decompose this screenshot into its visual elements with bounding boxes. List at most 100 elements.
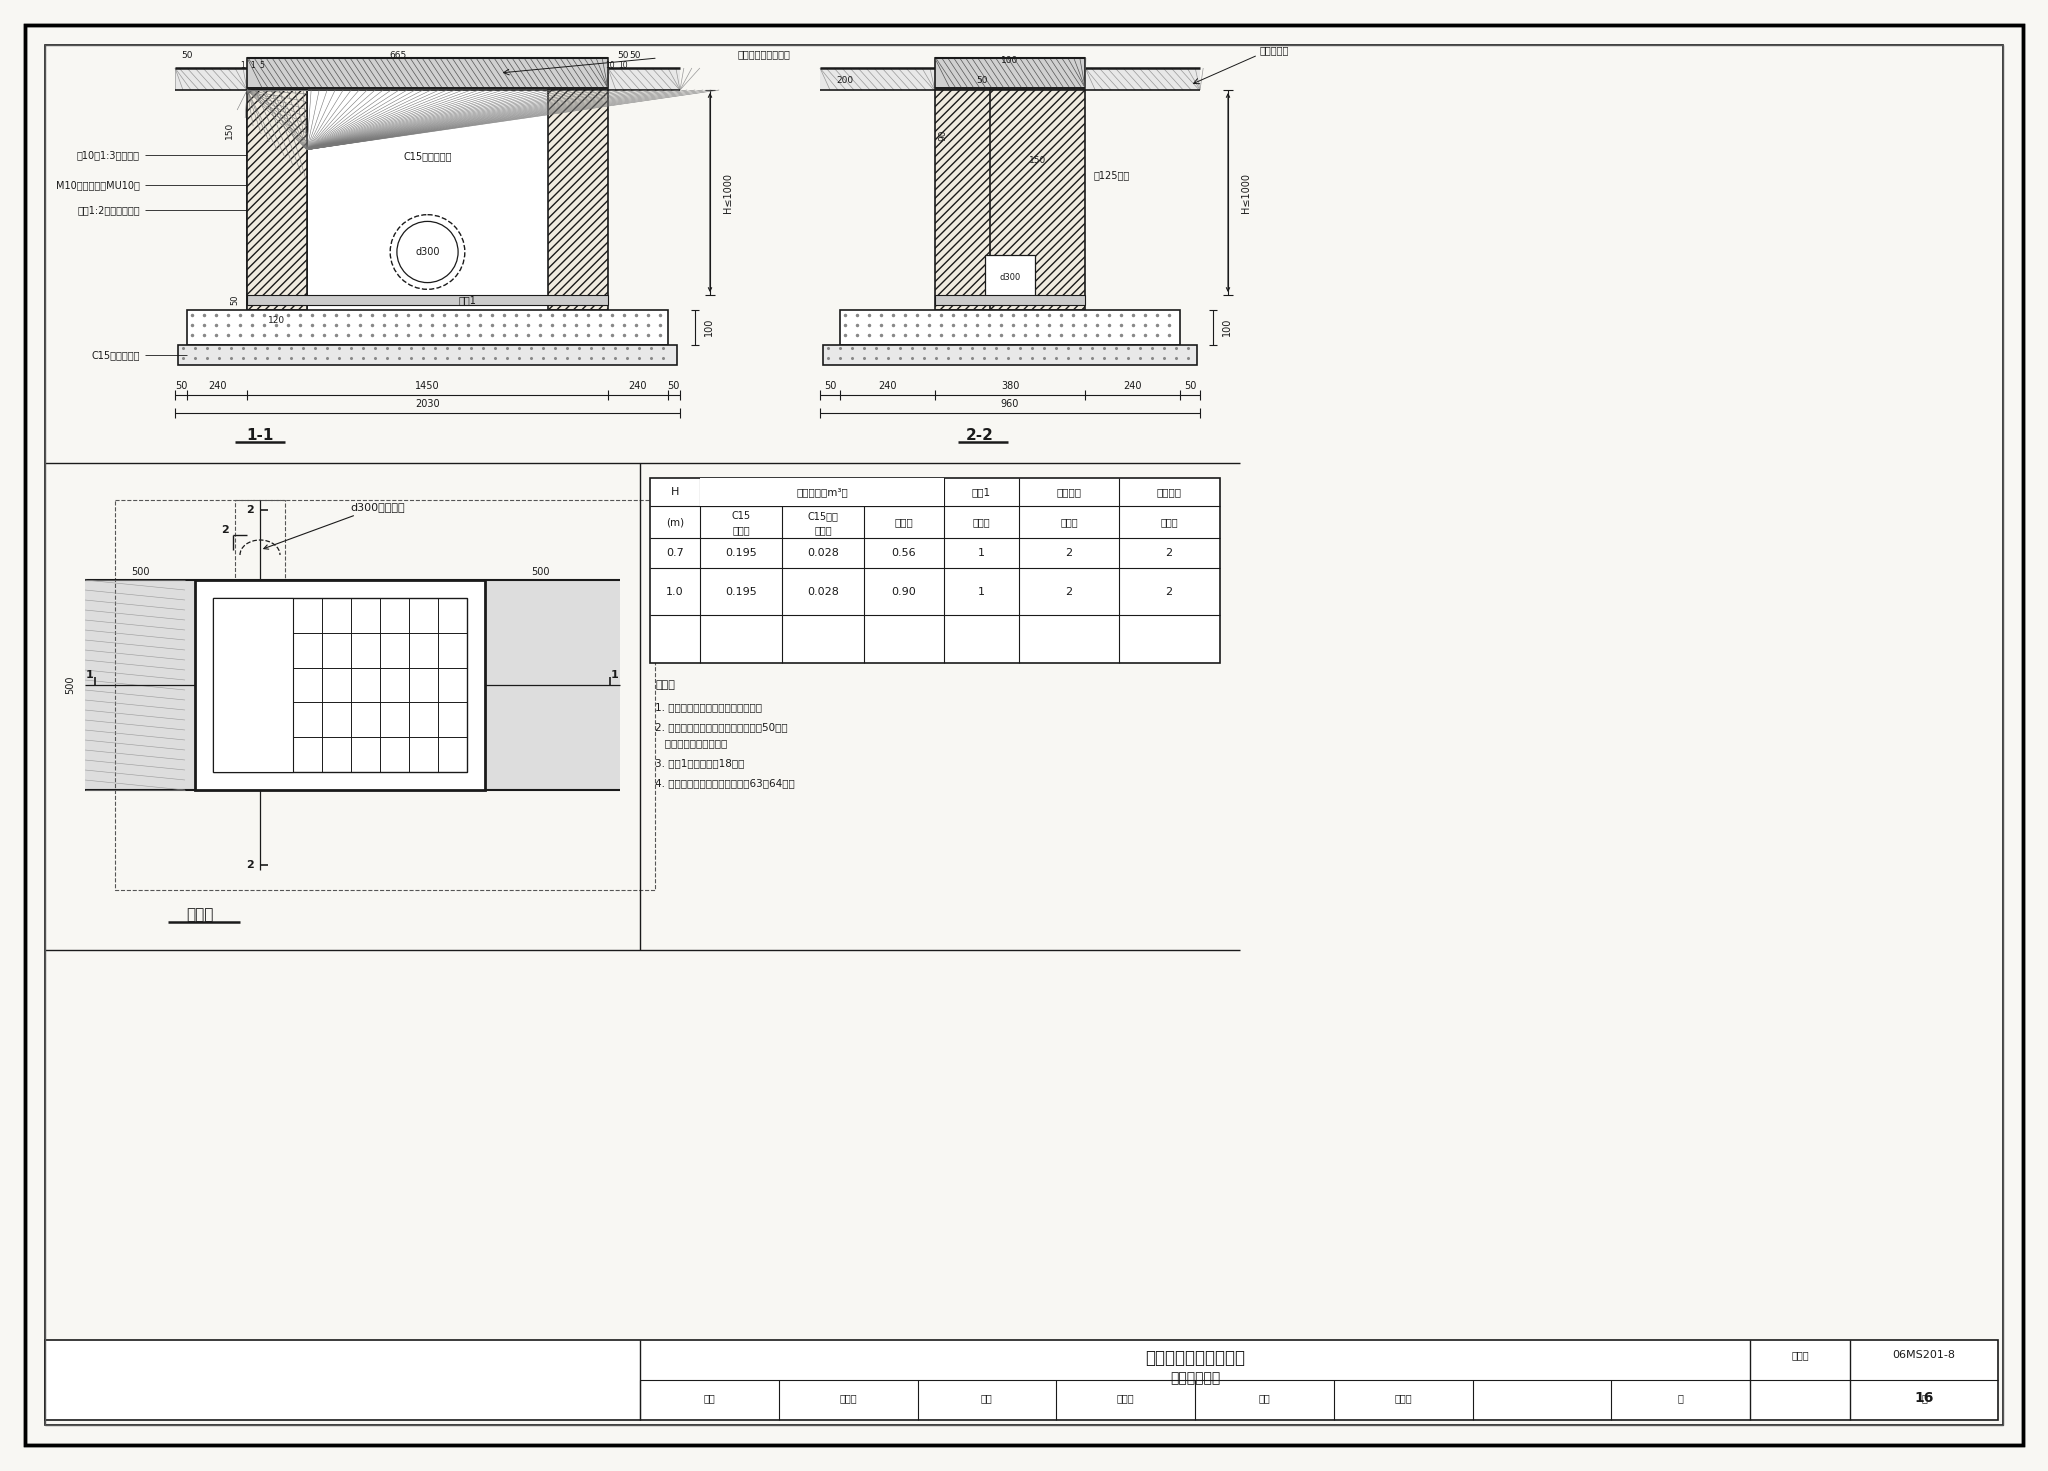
Text: (m): (m) <box>666 516 684 527</box>
Text: 2-2: 2-2 <box>967 428 993 443</box>
Text: 10: 10 <box>618 60 627 69</box>
Text: 1. 适用于有道牙、有人行道的路面。: 1. 适用于有道牙、有人行道的路面。 <box>655 702 762 712</box>
Text: 铸铁算子: 铸铁算子 <box>1057 487 1081 497</box>
Text: （个）: （个） <box>1159 516 1178 527</box>
Text: 说明：: 说明： <box>655 680 676 690</box>
Text: 50: 50 <box>174 381 188 391</box>
Text: 500: 500 <box>131 566 150 577</box>
Text: C15细石混凝土: C15细石混凝土 <box>403 152 453 160</box>
Bar <box>1085 68 1200 90</box>
Text: 1: 1 <box>250 60 254 69</box>
Text: 50: 50 <box>1184 381 1196 391</box>
Text: 50: 50 <box>231 294 240 306</box>
Bar <box>248 296 608 304</box>
Text: 2: 2 <box>1165 587 1174 597</box>
Text: 150: 150 <box>225 122 233 138</box>
Bar <box>608 68 680 90</box>
Text: 砖砌立算式双算雨水口: 砖砌立算式双算雨水口 <box>1145 1349 1245 1367</box>
Text: 500: 500 <box>66 675 76 694</box>
Bar <box>549 90 608 310</box>
Text: 人行道铺装: 人行道铺装 <box>1260 46 1290 54</box>
Bar <box>985 254 1034 300</box>
Text: d300: d300 <box>416 247 440 257</box>
Bar <box>823 346 1196 365</box>
Bar <box>86 580 195 790</box>
Text: 5: 5 <box>260 60 264 69</box>
Text: 0.7: 0.7 <box>666 549 684 558</box>
Text: 1450: 1450 <box>416 381 440 391</box>
Text: M10水泥砂浆砌MU10砖: M10水泥砂浆砌MU10砖 <box>55 179 139 190</box>
Text: 100: 100 <box>1223 318 1233 337</box>
Text: 240: 240 <box>1124 381 1143 391</box>
Text: 1: 1 <box>977 549 985 558</box>
Bar <box>700 478 944 506</box>
Text: 10: 10 <box>604 60 614 69</box>
Text: 90: 90 <box>938 129 948 141</box>
Text: 2: 2 <box>246 861 254 869</box>
Text: 150: 150 <box>1028 156 1047 165</box>
Text: 过梁1: 过梁1 <box>459 296 477 304</box>
Text: 3. 过梁1见本图集第18页。: 3. 过梁1见本图集第18页。 <box>655 758 743 768</box>
Bar <box>307 90 549 310</box>
Bar <box>178 346 678 365</box>
Text: 960: 960 <box>1001 399 1020 409</box>
Bar <box>248 90 307 310</box>
Text: 2: 2 <box>1065 587 1073 597</box>
Text: 过梁1: 过梁1 <box>971 487 991 497</box>
Bar <box>45 1340 1999 1420</box>
Bar <box>840 310 1180 346</box>
Text: 2: 2 <box>1065 549 1073 558</box>
Text: d300雨水口管: d300雨水口管 <box>264 502 406 549</box>
Text: 面应顺坡坡向雨水口。: 面应顺坡坡向雨水口。 <box>655 738 727 747</box>
Text: 240: 240 <box>629 381 647 391</box>
Text: 座10厚1:3水泥砂浆: 座10厚1:3水泥砂浆 <box>78 150 139 160</box>
Text: 100: 100 <box>1001 56 1018 65</box>
Text: 100: 100 <box>705 318 715 337</box>
Text: 温丽晖: 温丽晖 <box>1395 1393 1411 1403</box>
Text: 图集号: 图集号 <box>1792 1350 1808 1361</box>
Text: 0.028: 0.028 <box>807 587 840 597</box>
Text: 平面图: 平面图 <box>186 908 213 922</box>
Bar <box>115 500 655 890</box>
Bar <box>213 599 467 772</box>
Text: 1.0: 1.0 <box>666 587 684 597</box>
Bar <box>188 310 668 346</box>
Text: C15细石: C15细石 <box>807 510 838 521</box>
Text: 墙内1:2水泥砂浆勾缝: 墙内1:2水泥砂浆勾缝 <box>78 204 139 215</box>
Bar <box>485 580 621 790</box>
Text: 发125砖券: 发125砖券 <box>1094 171 1128 179</box>
Bar <box>991 90 1085 310</box>
Text: d300: d300 <box>999 272 1020 281</box>
Bar <box>86 580 184 790</box>
Bar <box>649 478 1221 663</box>
Text: 50: 50 <box>182 50 193 59</box>
Text: 4. 井盖、井座及算子见本图集第63、64页。: 4. 井盖、井座及算子见本图集第63、64页。 <box>655 778 795 788</box>
Text: H≤1000: H≤1000 <box>1241 172 1251 212</box>
Text: 50: 50 <box>668 381 680 391</box>
Bar <box>248 90 307 310</box>
Text: 2030: 2030 <box>416 399 440 409</box>
Text: 1: 1 <box>977 587 985 597</box>
Text: 盛奕节: 盛奕节 <box>1116 1393 1135 1403</box>
Bar <box>819 68 934 90</box>
Text: 王儒山: 王儒山 <box>840 1393 856 1403</box>
Text: 06MS201-8: 06MS201-8 <box>1892 1350 1956 1361</box>
Text: （铸铁井圈）: （铸铁井圈） <box>1169 1371 1221 1386</box>
Bar <box>991 90 1030 310</box>
Text: 50: 50 <box>629 50 641 59</box>
Text: 2. 雨水口进水处路面应比周围路面低50，路: 2. 雨水口进水处路面应比周围路面低50，路 <box>655 722 788 733</box>
Text: 50: 50 <box>977 75 987 84</box>
Text: 0.56: 0.56 <box>891 549 915 558</box>
Text: H≤1000: H≤1000 <box>723 172 733 212</box>
Text: 0.195: 0.195 <box>725 587 758 597</box>
Bar <box>934 57 1085 88</box>
Bar <box>236 500 285 580</box>
Text: 砖砌体: 砖砌体 <box>895 516 913 527</box>
Text: 0.90: 0.90 <box>891 587 915 597</box>
Bar <box>213 599 293 772</box>
Text: 2: 2 <box>1165 549 1174 558</box>
Text: 665: 665 <box>389 50 406 59</box>
Text: 0.195: 0.195 <box>725 549 758 558</box>
Text: 1: 1 <box>240 60 244 69</box>
Text: 380: 380 <box>1001 381 1020 391</box>
